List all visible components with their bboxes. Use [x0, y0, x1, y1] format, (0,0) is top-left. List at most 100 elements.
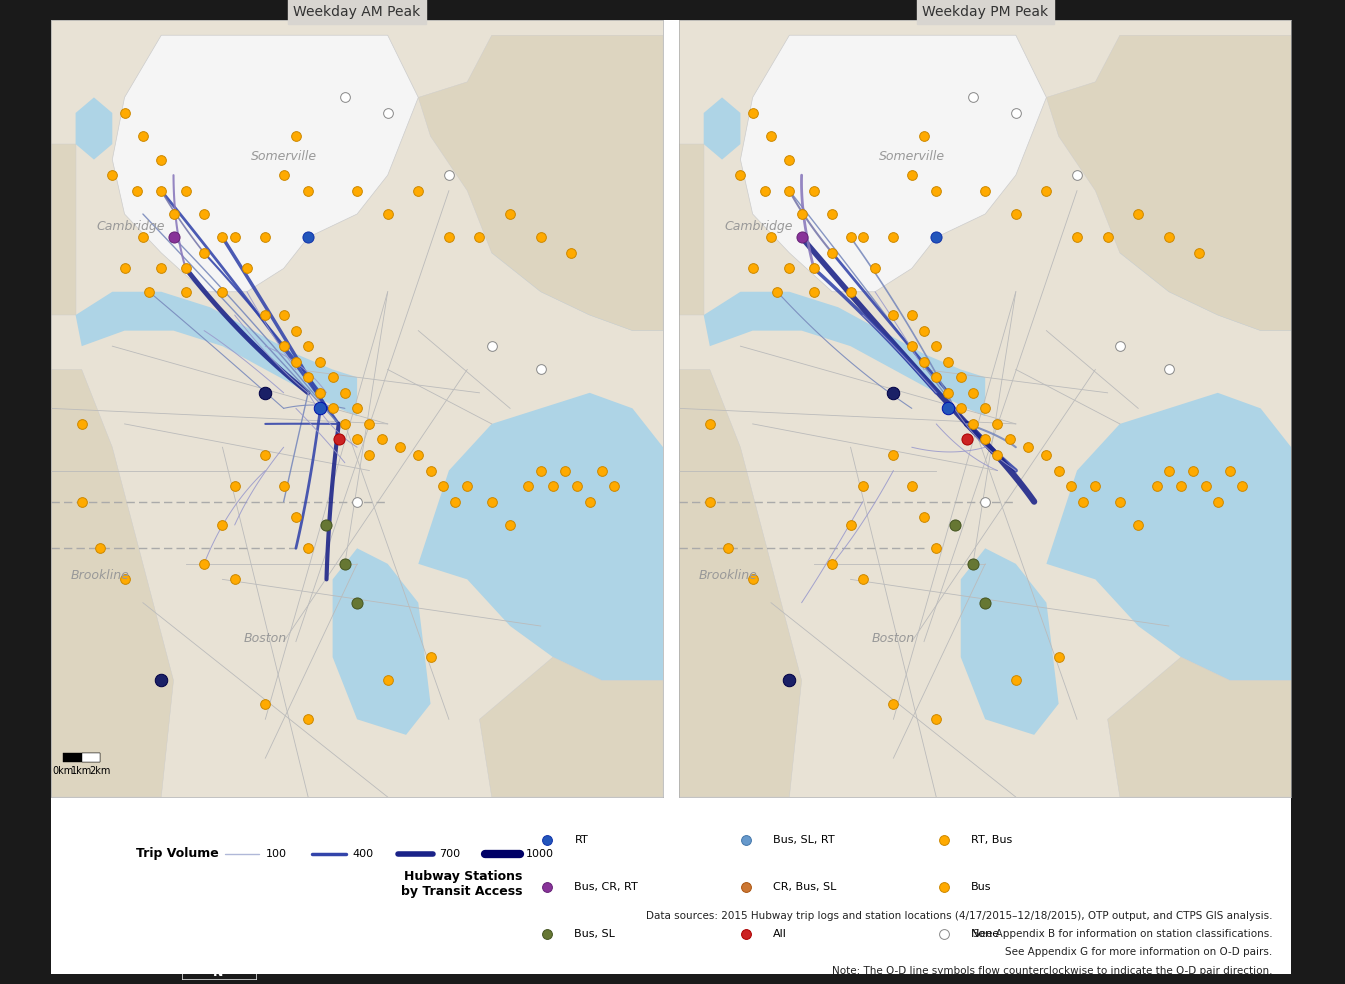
- Text: See Appendix B for information on station classifications.: See Appendix B for information on statio…: [972, 929, 1272, 939]
- Point: [882, 385, 904, 400]
- Point: [760, 129, 781, 145]
- Text: Somerville: Somerville: [878, 150, 944, 162]
- Point: [1067, 167, 1088, 183]
- Point: [839, 518, 861, 533]
- Point: [925, 711, 947, 727]
- Text: See Appendix G for more information on O-D pairs.: See Appendix G for more information on O…: [1005, 948, 1272, 957]
- Text: RT: RT: [574, 835, 588, 845]
- Text: Cambridge: Cambridge: [725, 219, 794, 232]
- Point: [285, 354, 307, 370]
- Point: [285, 129, 307, 145]
- Bar: [63, 753, 100, 762]
- Point: [328, 432, 350, 448]
- Point: [273, 307, 295, 323]
- Point: [334, 385, 355, 400]
- Point: [1005, 105, 1026, 121]
- Text: CR, Bus, SL: CR, Bus, SL: [773, 883, 837, 892]
- Point: [297, 369, 319, 385]
- Polygon shape: [740, 35, 1046, 291]
- Point: [987, 447, 1009, 462]
- Point: [211, 229, 233, 245]
- Point: [89, 540, 110, 556]
- Point: [1170, 478, 1192, 494]
- Point: [974, 594, 995, 610]
- Point: [126, 183, 148, 199]
- Point: [925, 540, 947, 556]
- Point: [779, 152, 800, 167]
- Text: None: None: [971, 929, 1001, 939]
- Point: [420, 649, 441, 665]
- Point: [1072, 494, 1093, 510]
- Point: [987, 416, 1009, 432]
- Point: [163, 206, 184, 221]
- Point: [334, 416, 355, 432]
- Point: [1060, 478, 1081, 494]
- Point: [901, 167, 923, 183]
- Point: [822, 556, 843, 572]
- Text: 100: 100: [266, 849, 286, 859]
- Point: [438, 167, 460, 183]
- Text: Brookline: Brookline: [71, 570, 129, 583]
- Point: [974, 432, 995, 448]
- Text: Data sources: 2015 Hubway trip logs and station locations (4/17/2015–12/18/2015): Data sources: 2015 Hubway trip logs and …: [646, 910, 1272, 921]
- Point: [432, 478, 453, 494]
- Point: [499, 518, 521, 533]
- Point: [1158, 462, 1180, 478]
- Point: [285, 510, 307, 525]
- Point: [925, 229, 947, 245]
- Point: [151, 673, 172, 689]
- Point: [1232, 478, 1254, 494]
- Point: [950, 400, 971, 416]
- Polygon shape: [960, 548, 1059, 735]
- Point: [760, 229, 781, 245]
- Point: [530, 229, 551, 245]
- Point: [537, 926, 558, 942]
- Point: [254, 307, 276, 323]
- Point: [742, 572, 764, 587]
- Point: [321, 369, 343, 385]
- Point: [853, 572, 874, 587]
- Point: [347, 494, 369, 510]
- Point: [1098, 229, 1119, 245]
- Point: [518, 478, 539, 494]
- Point: [933, 832, 955, 848]
- Point: [273, 478, 295, 494]
- Polygon shape: [203, 953, 218, 971]
- Text: Trip Volume: Trip Volume: [136, 847, 218, 860]
- Point: [347, 183, 369, 199]
- Point: [273, 338, 295, 354]
- Polygon shape: [113, 35, 418, 291]
- Point: [254, 447, 276, 462]
- Polygon shape: [51, 144, 75, 315]
- Text: Brookline: Brookline: [699, 570, 757, 583]
- Point: [791, 206, 812, 221]
- Point: [974, 494, 995, 510]
- Point: [933, 880, 955, 895]
- Point: [1219, 462, 1240, 478]
- Polygon shape: [703, 97, 740, 159]
- Point: [974, 183, 995, 199]
- Point: [779, 183, 800, 199]
- Point: [699, 416, 721, 432]
- Point: [925, 338, 947, 354]
- Point: [803, 261, 824, 277]
- Title: Weekday PM Peak: Weekday PM Peak: [923, 5, 1048, 19]
- Point: [371, 432, 393, 448]
- Bar: [82, 753, 100, 762]
- Point: [604, 478, 625, 494]
- Point: [779, 261, 800, 277]
- Point: [937, 400, 959, 416]
- Point: [309, 354, 331, 370]
- Text: CTPS: CTPS: [79, 940, 136, 959]
- Point: [1110, 338, 1131, 354]
- Point: [742, 105, 764, 121]
- Point: [962, 416, 983, 432]
- Text: N: N: [214, 966, 223, 979]
- Point: [223, 478, 245, 494]
- Point: [151, 152, 172, 167]
- Point: [377, 206, 398, 221]
- Point: [1127, 518, 1149, 533]
- Point: [102, 167, 124, 183]
- Point: [1084, 478, 1106, 494]
- Point: [937, 385, 959, 400]
